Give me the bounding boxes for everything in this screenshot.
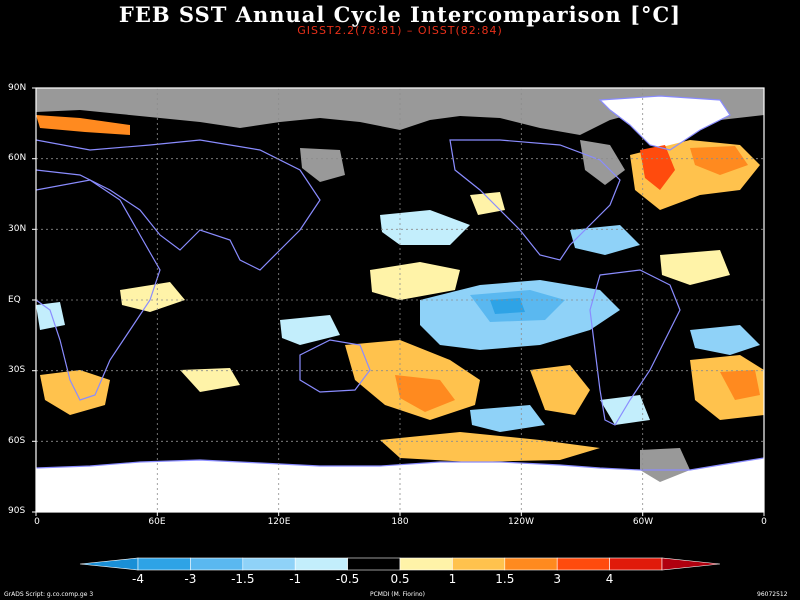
anomaly-chile-coast bbox=[530, 365, 590, 415]
outline-africa bbox=[36, 179, 161, 401]
colorbar-label: 0.5 bbox=[390, 572, 410, 586]
colorbar-box bbox=[504, 557, 558, 571]
colorbar-box bbox=[347, 557, 401, 571]
map-ticks bbox=[32, 87, 765, 516]
outline-antarctica bbox=[36, 457, 764, 471]
outline-eurasia bbox=[36, 139, 321, 271]
anomaly-atlantic-trop bbox=[660, 250, 730, 285]
colorbar-label: -4 bbox=[132, 572, 144, 586]
colorbar-box bbox=[137, 557, 191, 571]
colorbar-end-high bbox=[661, 557, 721, 571]
footer-script: GrADS Script: g.co.comp.ge 3 bbox=[4, 591, 94, 598]
lon-label-60e: 60E bbox=[148, 517, 166, 527]
lat-label-60s: 60S bbox=[8, 436, 26, 446]
anomaly-southern-band bbox=[380, 432, 600, 462]
footer-credit: PCMDI (M. Fiorino) bbox=[370, 591, 425, 598]
colorbar-label: 3 bbox=[553, 572, 562, 586]
colorbar-box bbox=[242, 557, 296, 571]
lat-label-eq: EQ bbox=[8, 295, 21, 305]
anomaly-north-atlantic-warm bbox=[690, 146, 748, 175]
lat-label-90s: 90S bbox=[8, 506, 26, 516]
anomaly-tasman-cold bbox=[600, 395, 650, 425]
colorbar-label: 4 bbox=[605, 572, 614, 586]
lon-label-60w: 60W bbox=[632, 517, 654, 527]
colorbar-box bbox=[452, 557, 506, 571]
colorbar-label: -3 bbox=[184, 572, 197, 586]
land-outlines bbox=[36, 95, 764, 471]
colorbar-label: -0.5 bbox=[335, 572, 360, 586]
anomaly-north-pacific bbox=[470, 192, 505, 215]
map-gridlines bbox=[36, 88, 764, 512]
map-field-layer bbox=[36, 88, 764, 512]
weddell-seaice bbox=[640, 448, 690, 482]
lat-label-30s: 30S bbox=[8, 365, 26, 375]
okhotsk-seaice bbox=[300, 148, 345, 182]
outline-greenland bbox=[598, 95, 731, 151]
colorbar-box bbox=[294, 557, 348, 571]
anomaly-maritime-cold bbox=[280, 315, 340, 345]
colorbar-label: -1.5 bbox=[231, 572, 255, 586]
anomaly-arctic-west bbox=[36, 115, 130, 135]
anomaly-south-pacific-core bbox=[395, 375, 455, 412]
colorbar-box bbox=[190, 557, 244, 571]
anomaly-indian-trop bbox=[120, 282, 185, 312]
lon-label-120e: 120E bbox=[267, 517, 291, 527]
anomaly-southern-cold bbox=[470, 405, 545, 432]
lat-label-90n: 90N bbox=[8, 83, 27, 93]
colorbar-label: 1.5 bbox=[495, 572, 515, 586]
outline-south-america bbox=[589, 269, 681, 426]
anomaly-south-atlantic-core bbox=[720, 370, 760, 400]
anomaly-north-atlantic-core bbox=[640, 145, 675, 190]
page-title: FEB SST Annual Cycle Intercomparison [°C… bbox=[118, 2, 682, 27]
lon-label-180: 180 bbox=[391, 517, 409, 527]
anomaly-south-atlantic-cold bbox=[690, 325, 760, 355]
lon-label-120w: 120W bbox=[507, 517, 535, 527]
anomaly-atlantic-cold bbox=[570, 225, 640, 255]
anomaly-east-pacific-deep bbox=[490, 298, 525, 314]
arctic-seaice bbox=[36, 88, 764, 135]
colorbar-box bbox=[399, 557, 453, 571]
colorbar-box bbox=[609, 557, 663, 571]
anomaly-north-pacific-cold bbox=[380, 210, 470, 245]
anomaly-indian-south bbox=[40, 370, 110, 415]
colorbar-label: -1 bbox=[289, 572, 302, 586]
colorbar-box bbox=[556, 557, 610, 571]
anomaly-tropical-pacific bbox=[370, 262, 460, 300]
colorbar-end-low bbox=[79, 557, 139, 571]
lat-label-30n: 30N bbox=[8, 224, 27, 234]
anomaly-indian-cold bbox=[36, 302, 65, 330]
outline-north-america bbox=[449, 139, 621, 261]
lon-label-0-west: 0 bbox=[34, 517, 40, 527]
colorbar-label: 1 bbox=[448, 572, 457, 586]
page-subtitle: GISST2.2(78:81) – OISST(82:84) bbox=[297, 24, 503, 37]
greenland-ice bbox=[600, 96, 730, 150]
lon-label-0-east: 0 bbox=[761, 517, 767, 527]
outline-australia bbox=[299, 339, 371, 393]
footer-date: 96072512 bbox=[757, 591, 788, 598]
colorbar-boxes bbox=[79, 557, 721, 571]
anomaly-south-indian bbox=[180, 368, 240, 392]
lat-label-60n: 60N bbox=[8, 153, 27, 163]
